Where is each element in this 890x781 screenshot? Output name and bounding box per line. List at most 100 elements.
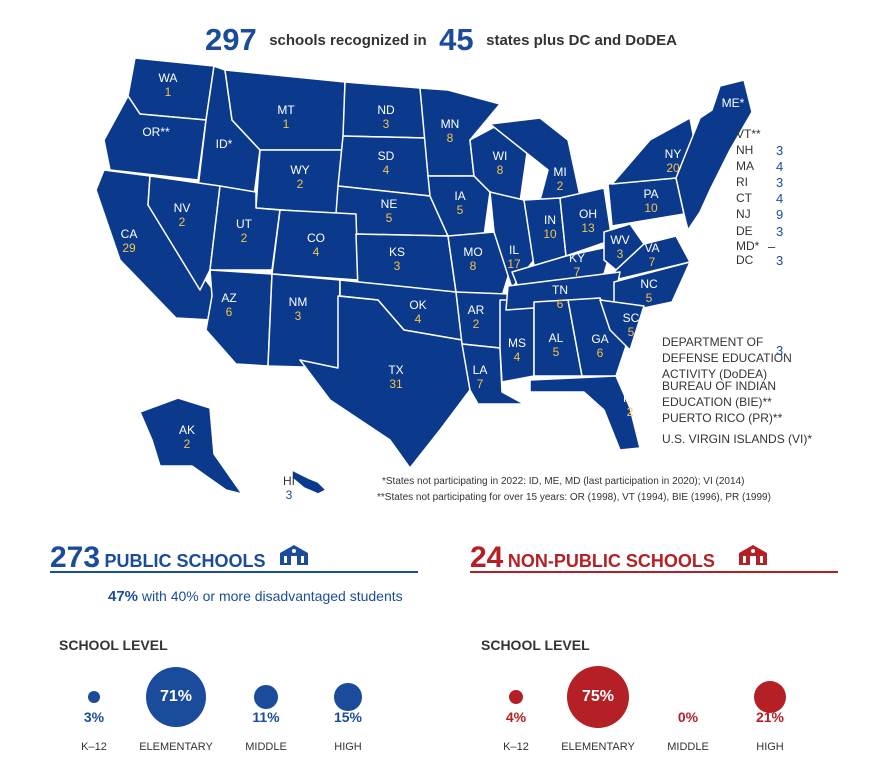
ne-abbr: NH	[736, 143, 754, 157]
state-label-fl: FL	[623, 391, 637, 405]
disadvantaged-text: with 40% or more disadvantaged students	[141, 588, 403, 604]
state-count-nc: 5	[646, 291, 653, 305]
state-count-co: 4	[313, 245, 320, 259]
bie-label: BUREAU OF INDIAN EDUCATION (BIE)**	[662, 379, 777, 409]
state-label-sc: SC	[623, 311, 640, 325]
state-label-pa: PA	[643, 187, 658, 201]
state-shape-nc	[613, 261, 691, 309]
dodea-label: DEPARTMENT OF DEFENSE EDUCATION ACTIVITY…	[662, 335, 792, 381]
state-label-nd: ND	[377, 103, 395, 117]
state-label-ut: UT	[236, 217, 253, 231]
state-count-ut: 2	[241, 231, 248, 245]
ne-abbr: VT**	[736, 127, 761, 141]
state-count-wa: 1	[165, 85, 172, 99]
level-name: ELEMENTARY	[139, 741, 213, 753]
state-count-tx: 31	[389, 377, 403, 391]
state-label-ia: IA	[454, 189, 465, 203]
state-count-mi: 2	[557, 179, 564, 193]
state-label-ok: OK	[409, 298, 426, 312]
state-count-fl: 2	[627, 405, 634, 419]
state-shape-tx	[299, 295, 471, 469]
state-count-hi: 3	[286, 488, 293, 502]
state-label-ca: CA	[121, 227, 138, 241]
ne-count: 3	[776, 224, 784, 239]
level-name: HIGH	[334, 741, 362, 753]
state-count-ia: 5	[457, 203, 464, 217]
level-bubble	[87, 690, 101, 704]
state-count-mo: 8	[470, 259, 477, 273]
state-label-nm: NM	[289, 295, 308, 309]
state-count-ca: 29	[122, 241, 136, 255]
ne-row-ma: MA	[736, 159, 754, 173]
state-label-wa: WA	[159, 71, 178, 85]
level-pct-inner: 75%	[581, 688, 615, 705]
ne-row-ct: CT	[736, 191, 752, 205]
state-count-mn: 8	[447, 131, 454, 145]
state-label-wy: WY	[290, 163, 309, 177]
state-label-or: OR**	[142, 125, 170, 139]
state-label-co: CO	[307, 231, 325, 245]
school-icon-red	[739, 545, 767, 565]
ne-row-nj: NJ	[736, 207, 751, 221]
state-count-sc: 5	[628, 325, 635, 339]
state-count-ga: 6	[597, 346, 604, 360]
state-count-ar: 2	[473, 317, 480, 331]
footnote-2: **States not participating for over 15 y…	[377, 492, 771, 503]
disadvantaged-stat: 47% with 40% or more disadvantaged stude…	[108, 588, 403, 605]
total-states: 45	[439, 22, 474, 57]
state-count-il: 17	[507, 257, 521, 271]
level-bubble: 75%	[567, 666, 629, 728]
level-bubble	[508, 689, 524, 705]
state-count-oh: 13	[581, 221, 595, 235]
state-label-oh: OH	[579, 207, 597, 221]
state-label-la: LA	[473, 363, 488, 377]
level-pct-inner: 71%	[159, 687, 192, 705]
state-label-az: AZ	[221, 291, 236, 305]
ne-count: 3	[776, 143, 784, 158]
level-pct: 3%	[83, 709, 105, 725]
level-name: MIDDLE	[667, 741, 709, 753]
public-label: PUBLIC SCHOOLS	[104, 551, 266, 571]
headline-text-1: schools recognized in	[269, 31, 427, 49]
level-pct: 4%	[505, 709, 527, 725]
level-name: K–12	[503, 741, 529, 753]
state-label-sd: SD	[378, 149, 395, 163]
state-label-mi: MI	[553, 165, 566, 179]
public-level-title: SCHOOL LEVEL	[59, 637, 168, 653]
ne-count: –	[768, 239, 776, 254]
ne-count: 4	[776, 159, 784, 174]
state-count-al: 5	[553, 345, 560, 359]
state-label-wv: WV	[610, 233, 629, 247]
ne-abbr: CT	[736, 191, 752, 205]
state-label-in: IN	[544, 213, 556, 227]
public-divider	[50, 571, 418, 573]
public-count: 273	[50, 541, 101, 574]
state-label-il: IL	[509, 243, 519, 257]
level-pct: 15%	[333, 709, 363, 725]
ne-count: 3	[776, 175, 784, 190]
level-name: K–12	[81, 741, 107, 753]
ne-abbr: DE	[736, 224, 753, 238]
nonpublic-divider	[470, 571, 838, 573]
level-pct: 21%	[755, 709, 785, 725]
state-count-az: 6	[226, 305, 233, 319]
level-name: HIGH	[756, 741, 784, 753]
state-shape-mo	[447, 231, 511, 297]
total-schools: 297	[205, 22, 257, 57]
state-label-nv: NV	[174, 201, 191, 215]
ne-row-vt: VT**	[736, 127, 761, 141]
level-bubble: 71%	[145, 666, 207, 728]
state-label-ak: AK	[179, 423, 195, 437]
state-count-ok: 4	[415, 312, 422, 326]
headline: 297 schools recognized in 45 states plus…	[0, 22, 890, 58]
ne-abbr: MD*	[736, 239, 760, 253]
state-label-hi: HI	[283, 474, 295, 488]
state-label-ms: MS	[508, 336, 526, 350]
ne-row-dc: DC	[736, 253, 753, 267]
state-count-ne: 5	[386, 211, 393, 225]
state-label-nc: NC	[640, 277, 658, 291]
public-schools-title: 273 PUBLIC SCHOOLS	[50, 541, 266, 575]
state-label-wi: WI	[493, 149, 508, 163]
